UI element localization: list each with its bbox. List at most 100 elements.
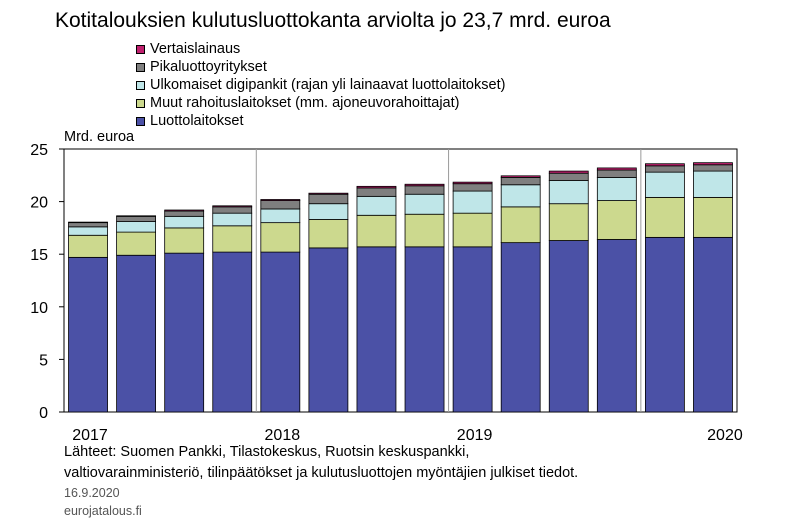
legend-item: Vertaislainaus (136, 40, 505, 58)
y-axis-unit-label: Mrd. euroa (64, 129, 135, 145)
bar-segment (68, 256, 108, 413)
bar-segment (693, 170, 733, 198)
legend-label: Pikaluottoyritykset (150, 59, 267, 75)
bar-segment (548, 180, 589, 205)
bar-segment (212, 225, 253, 253)
legend-swatch (136, 44, 145, 54)
legend-item: Ulkomaiset digipankit (rajan yli lainaav… (136, 76, 505, 94)
bar-segment (68, 234, 108, 258)
bar-segment (356, 187, 397, 197)
bar-segment (548, 170, 589, 174)
bar-segment (644, 165, 685, 173)
legend: Vertaislainaus Pikaluottoyritykset Ulkomai… (136, 40, 505, 130)
bar-segment (644, 163, 685, 167)
site-name: eurojatalous.fi (64, 504, 142, 518)
bar-segment (596, 239, 637, 413)
bar-segment (404, 183, 445, 187)
x-tick-label: 2020 (707, 427, 743, 444)
bar-segment (116, 215, 157, 217)
bar-segment (308, 247, 349, 413)
bar-segment (693, 162, 733, 166)
bar-segment (356, 246, 397, 413)
bar-segment (68, 221, 108, 224)
y-tick-label: 25 (30, 142, 48, 159)
legend-swatch (136, 98, 145, 108)
bar-segment (356, 195, 397, 216)
bar-segment (596, 177, 637, 201)
bar-segment (116, 254, 157, 413)
y-tick-label: 5 (39, 352, 48, 369)
legend-item: Luottolaitokset (136, 112, 505, 130)
bar-segment (644, 236, 685, 413)
publication-date: 16.9.2020 (64, 486, 120, 500)
bar-segment (212, 212, 253, 227)
legend-swatch (136, 116, 145, 126)
bar-segment (693, 196, 733, 238)
bar-segment (68, 222, 108, 228)
bar-segment (164, 210, 205, 217)
legend-label: Ulkomaiset digipankit (rajan yli lainaav… (150, 77, 506, 93)
bar-segment (452, 183, 493, 192)
bar-segment (596, 167, 637, 171)
bar-segment (260, 199, 301, 201)
bar-segment (404, 193, 445, 215)
bar-segment (404, 213, 445, 248)
bar-segment (116, 215, 157, 222)
y-tick-label: 0 (39, 405, 48, 422)
legend-label: Luottolaitokset (150, 113, 244, 129)
bar-segment (452, 181, 493, 185)
legend-item: Muut rahoituslaitokset (mm. ajoneuvoraho… (136, 94, 505, 112)
source-line-1: Lähteet: Suomen Pankki, Tilastokeskus, R… (64, 444, 470, 460)
bar-segment (693, 236, 733, 413)
bar-segment (548, 203, 589, 241)
bar-segment (164, 209, 205, 212)
source-line-2: valtiovarainministeriö, tilinpäätökset j… (64, 465, 579, 481)
bar-segment (164, 215, 205, 229)
bar-segment (260, 222, 301, 253)
bar-segment (116, 231, 157, 256)
bar-segment (404, 246, 445, 413)
bar-segment (164, 252, 205, 413)
chart-title: Kotitalouksien kulutusluottokanta arviol… (55, 9, 611, 32)
bar-segment (452, 246, 493, 413)
bar-segment (500, 177, 541, 186)
bar-segment (644, 196, 685, 238)
y-tick-label: 10 (30, 300, 48, 317)
legend-label: Vertaislainaus (150, 41, 241, 57)
legend-label: Muut rahoituslaitokset (mm. ajoneuvoraho… (150, 95, 460, 111)
legend-swatch (136, 80, 145, 90)
bar-segment (308, 203, 349, 220)
bar-segment (164, 227, 205, 254)
bar-segment (452, 212, 493, 248)
bar-segment (500, 175, 541, 178)
bar-segment (308, 193, 349, 205)
bar-segment (212, 206, 253, 214)
bar-segment (404, 185, 445, 195)
bar-segment (260, 200, 301, 210)
bar-segment (308, 219, 349, 249)
bar-segment (116, 221, 157, 233)
bar-segment (260, 208, 301, 224)
bar-segment (356, 214, 397, 248)
bar-segment (260, 251, 301, 413)
x-tick-label: 2017 (72, 427, 108, 444)
bar-segment (500, 242, 541, 413)
bar-segment (596, 200, 637, 240)
bar-segment (212, 205, 253, 208)
y-tick-label: 20 (30, 195, 48, 212)
bar-segment (644, 171, 685, 198)
bar-segment (693, 164, 733, 172)
legend-swatch (136, 62, 145, 72)
plot-frame (63, 148, 738, 413)
x-tick-label: 2019 (457, 427, 493, 444)
legend-item: Pikaluottoyritykset (136, 58, 505, 76)
bar-segment (500, 184, 541, 208)
bar-segment (212, 251, 253, 413)
bar-segment (356, 185, 397, 189)
bar-segment (548, 240, 589, 413)
bar-segment (548, 172, 589, 181)
y-tick-label: 15 (30, 247, 48, 264)
x-tick-label: 2018 (265, 427, 301, 444)
bar-segment (596, 169, 637, 178)
